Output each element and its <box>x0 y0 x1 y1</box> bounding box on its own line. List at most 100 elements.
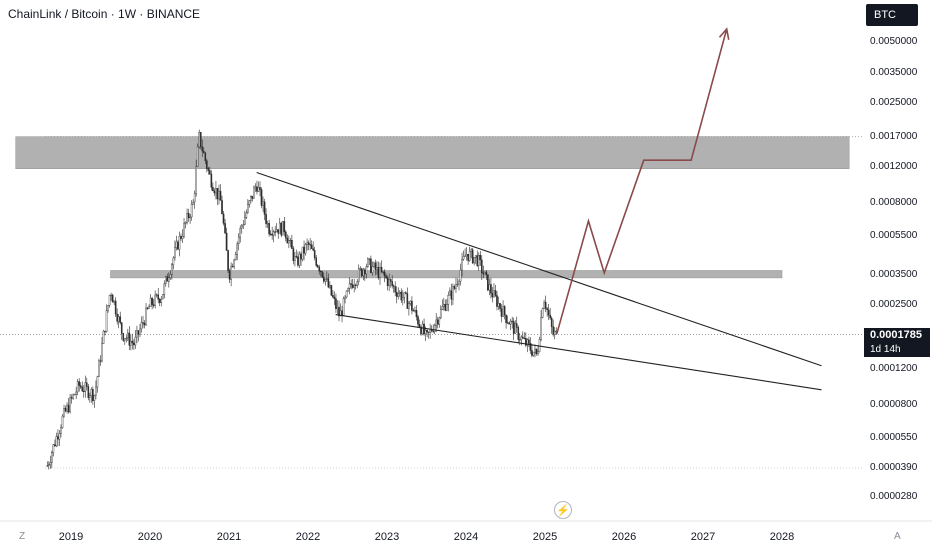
auto-scale-icon[interactable]: A <box>894 531 901 542</box>
projection-line[interactable] <box>556 28 728 334</box>
candle-body-316 <box>526 339 529 346</box>
candle-body-176 <box>313 250 316 258</box>
candle-body-290 <box>487 274 489 291</box>
wedge-trendlines[interactable] <box>256 171 822 391</box>
candle-body-238 <box>408 303 410 309</box>
candle-body-172 <box>307 242 310 245</box>
candle-body-118 <box>225 232 228 251</box>
y-tick-label: 0.0035000 <box>870 67 918 79</box>
trendline-0[interactable] <box>256 171 822 367</box>
candle-body-231 <box>397 293 400 297</box>
candle-body-74 <box>158 298 161 303</box>
candle-body-201 <box>351 284 354 288</box>
y-tick-label: 0.0001200 <box>870 363 918 375</box>
candle-body-56 <box>131 340 134 344</box>
candle-body-101 <box>199 132 202 148</box>
candle-body-47 <box>117 316 120 322</box>
candle-body-293 <box>491 292 494 298</box>
candle-body-266 <box>450 290 453 300</box>
candle-body-120 <box>228 270 231 280</box>
candle-body-199 <box>348 283 351 289</box>
candle-body-94 <box>189 216 191 219</box>
currency-button[interactable]: BTC <box>866 4 918 26</box>
candle-body-96 <box>192 201 194 205</box>
candle-body-200 <box>350 283 352 285</box>
candle-body-302 <box>505 314 507 323</box>
candle-body-276 <box>465 253 468 257</box>
candle-body-64 <box>143 322 146 326</box>
candle-body-102 <box>201 146 204 152</box>
candle-body-205 <box>357 268 360 282</box>
projection-path[interactable] <box>556 27 730 334</box>
candle-body-222 <box>383 271 386 277</box>
candle-body-66 <box>146 307 149 309</box>
candle-body-177 <box>315 257 318 266</box>
candle-body-4 <box>52 444 55 453</box>
candle-body-208 <box>362 269 365 277</box>
candle-body-45 <box>114 300 117 315</box>
candle-body-123 <box>233 259 235 267</box>
candle-body-295 <box>494 290 497 296</box>
candle-body-75 <box>160 298 163 303</box>
candle-body-203 <box>354 284 357 287</box>
candle-body-289 <box>485 271 488 275</box>
y-tick-label: 0.0050000 <box>870 36 918 47</box>
projection-arrowhead <box>718 27 730 40</box>
candle-body-226 <box>389 279 392 282</box>
candle-body-0 <box>46 465 49 467</box>
candle-body-237 <box>406 293 409 309</box>
zoom-reset-icon[interactable]: Z <box>19 531 26 542</box>
candle-body-10 <box>61 415 64 428</box>
candle-body-69 <box>151 297 153 305</box>
candle-body-303 <box>506 322 509 324</box>
candle-body-192 <box>338 306 340 317</box>
candle-body-312 <box>520 336 523 341</box>
candle-body-271 <box>458 281 460 285</box>
candle-body-182 <box>323 276 325 282</box>
candle-body-270 <box>456 283 459 285</box>
zone-rect-1 <box>110 270 783 279</box>
candle-body-188 <box>332 294 334 298</box>
candle-body-235 <box>403 292 406 298</box>
candle-body-257 <box>436 319 439 325</box>
candle-body-268 <box>453 286 456 289</box>
x-tick-label: 2028 <box>769 531 795 543</box>
candle-body-36 <box>101 343 103 362</box>
candle-body-52 <box>125 337 128 339</box>
candle-body-166 <box>298 253 301 266</box>
candle-body-258 <box>438 317 441 325</box>
candle-body-111 <box>215 188 217 194</box>
candle-body-219 <box>379 267 381 279</box>
trendline-1[interactable] <box>335 313 822 391</box>
y-tick-label: 0.0025000 <box>870 96 918 108</box>
candle-body-183 <box>324 278 327 282</box>
candle-body-60 <box>137 330 140 335</box>
candle-body-170 <box>304 244 307 254</box>
candle-body-156 <box>283 221 286 233</box>
candle-body-277 <box>467 253 469 261</box>
candle-body-3 <box>51 452 53 463</box>
candle-body-89 <box>181 236 184 239</box>
candle-body-328 <box>544 301 547 309</box>
candle-body-85 <box>175 241 178 248</box>
candle-body-7 <box>57 436 59 440</box>
candle-body-128 <box>240 225 243 229</box>
candle-body-116 <box>222 213 225 224</box>
x-tick-label: 2027 <box>690 531 716 543</box>
candle-body-278 <box>468 251 471 261</box>
lightning-icon[interactable]: ⚡ <box>554 501 572 519</box>
candle-body-322 <box>535 348 538 355</box>
x-tick-label: 2020 <box>137 531 163 543</box>
candle-body-67 <box>148 306 150 309</box>
candle-body-211 <box>367 258 369 268</box>
candle-body-122 <box>231 266 234 268</box>
candle-body-50 <box>122 333 125 341</box>
candle-body-117 <box>224 223 226 234</box>
candle-body-44 <box>113 300 115 303</box>
x-tick-label: 2022 <box>295 531 321 543</box>
candle-body-306 <box>511 320 513 322</box>
candle-body-282 <box>474 255 477 258</box>
candle-body-153 <box>278 222 281 234</box>
candle-body-99 <box>196 146 199 167</box>
